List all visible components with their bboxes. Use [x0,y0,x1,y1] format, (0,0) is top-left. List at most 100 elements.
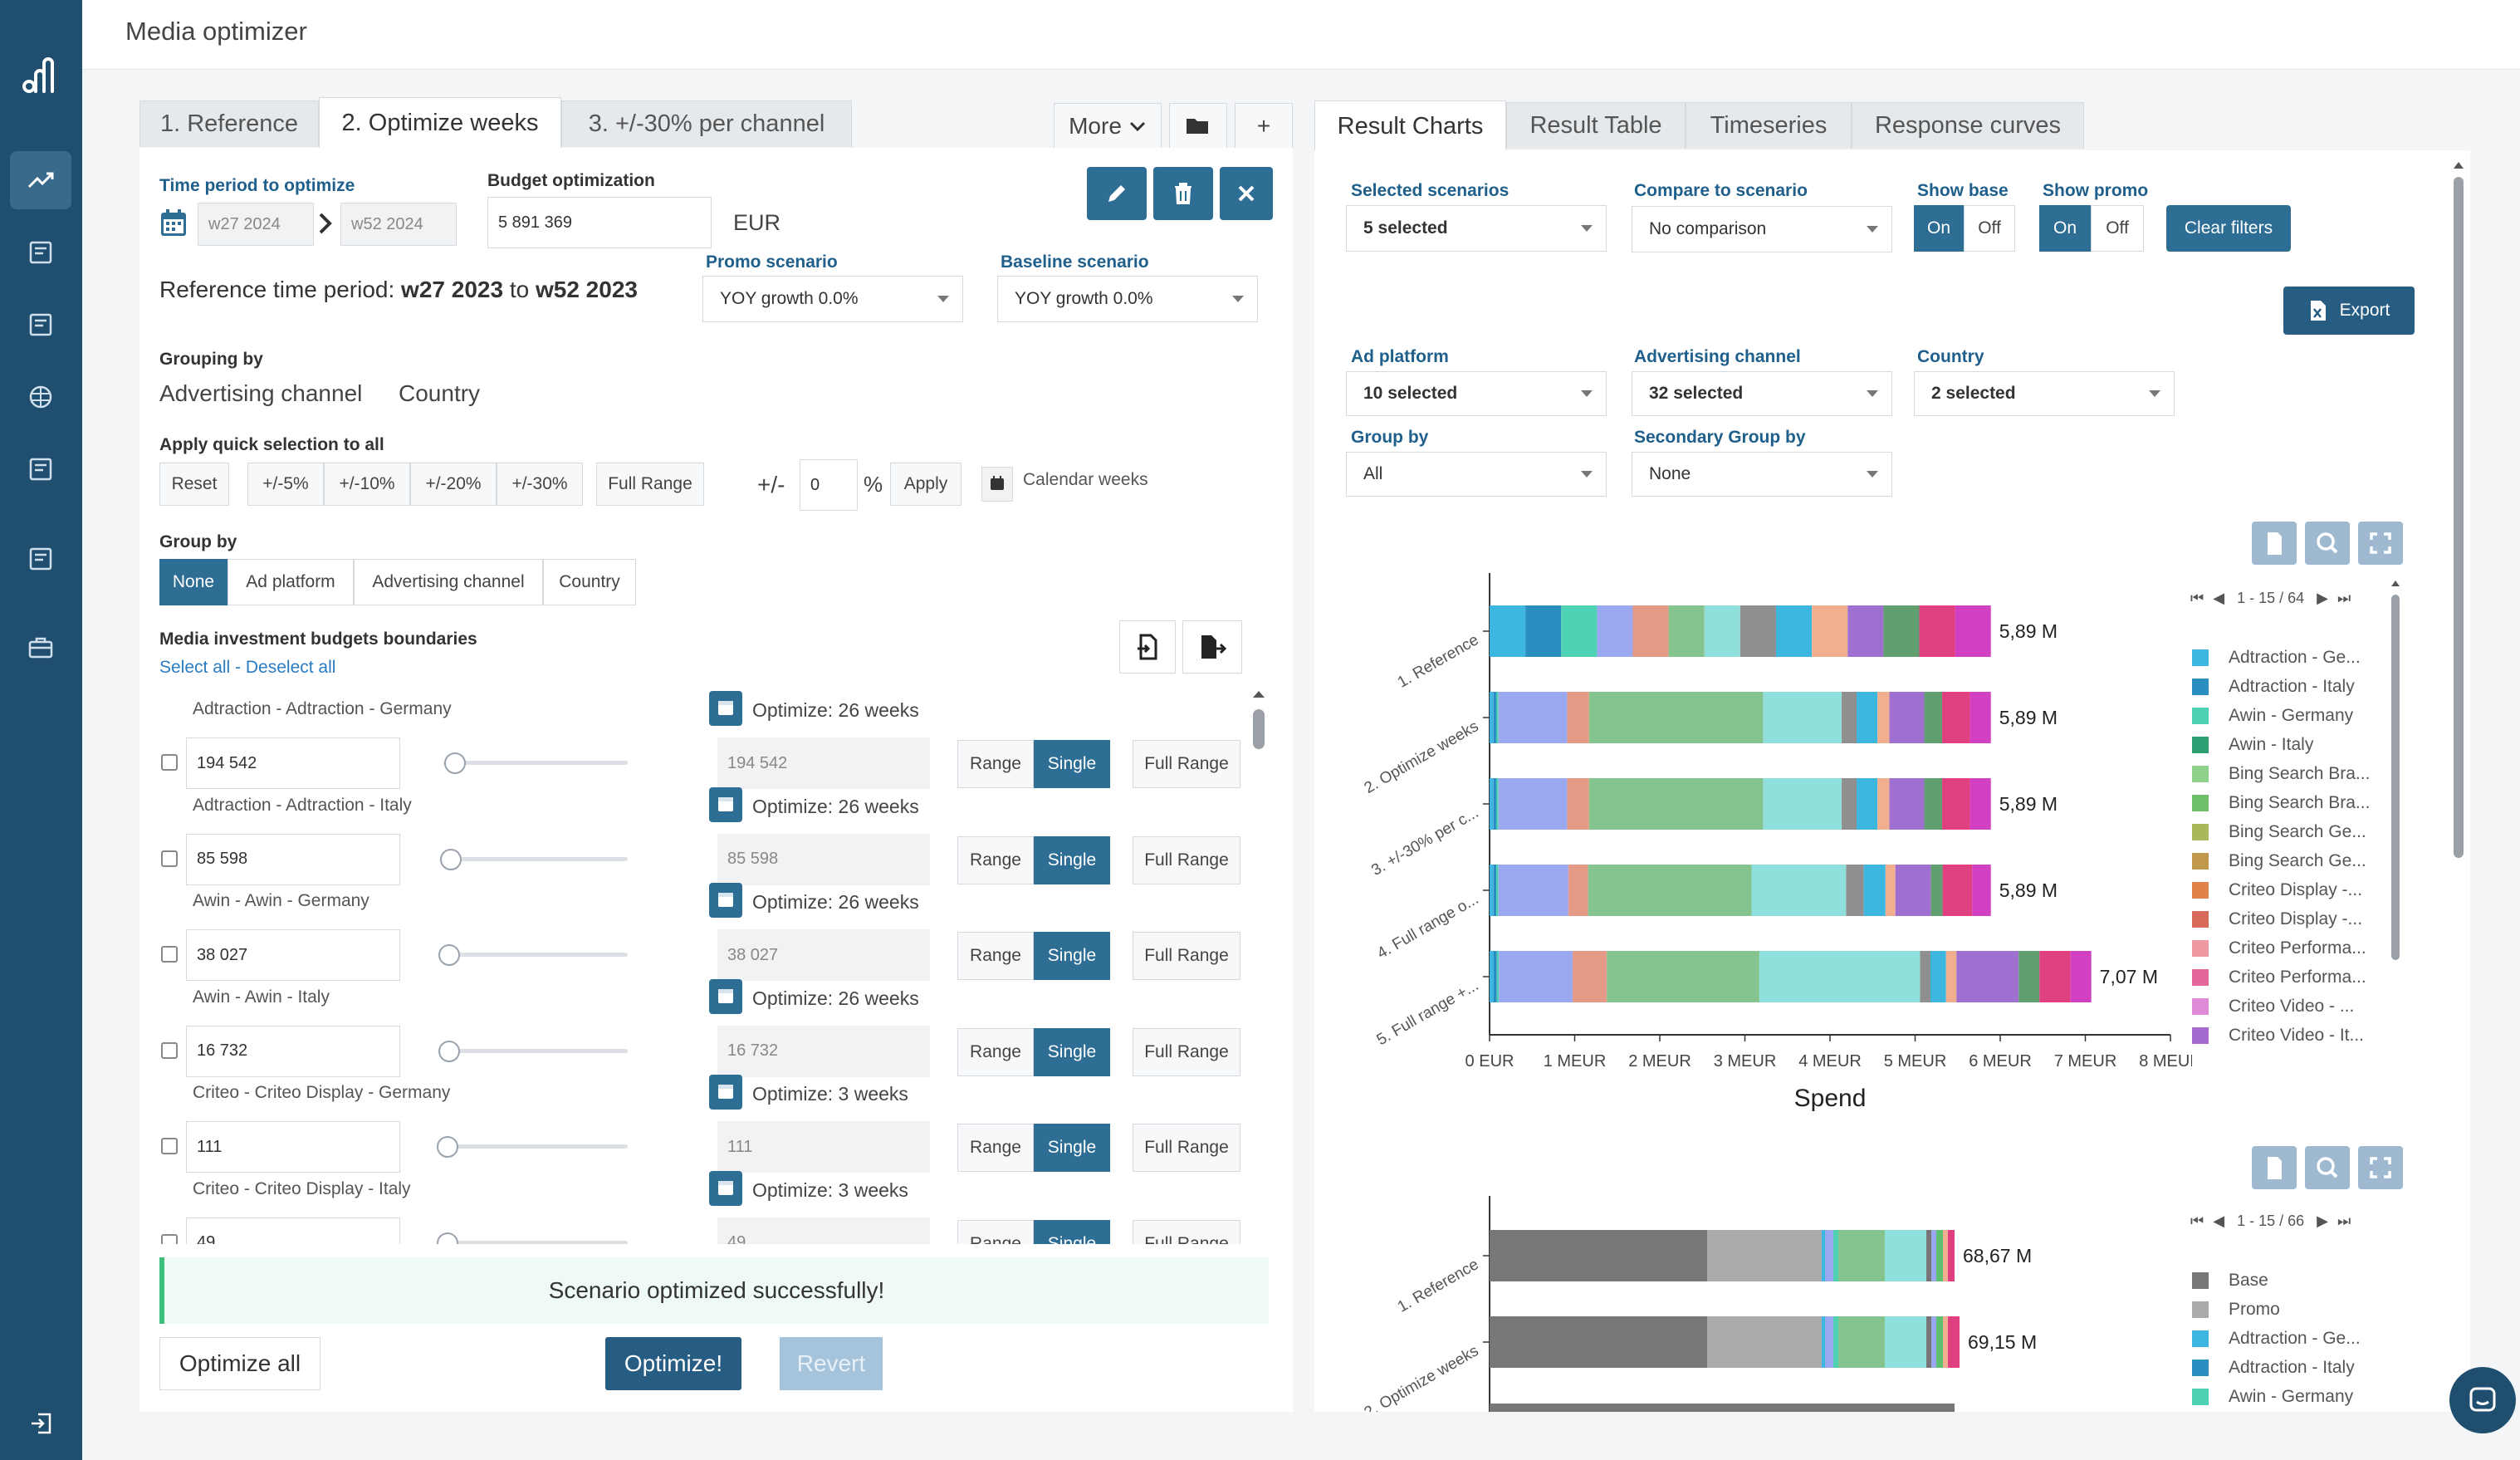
doc-icon[interactable] [10,296,71,354]
legend-item[interactable]: Criteo Video - ... [2192,997,2354,1017]
quick-5-button[interactable]: +/-5% [247,463,324,506]
legend-item[interactable]: Adtraction - Ge... [2192,1329,2361,1349]
close-button[interactable] [1220,167,1273,220]
revert-button[interactable]: Revert [780,1337,883,1390]
legend-item[interactable]: Criteo Video - It... [2192,1026,2364,1046]
legend-item[interactable]: Awin - Germany [2192,1387,2353,1407]
tab-optimize-weeks[interactable]: 2. Optimize weeks [319,97,561,149]
group-by-select[interactable]: All [1346,452,1607,497]
next-page-icon[interactable]: ▶ [2317,590,2328,606]
row-full-range-button[interactable]: Full Range [1133,740,1240,788]
logo-icon[interactable] [10,46,71,104]
delete-button[interactable] [1153,167,1213,220]
edit-button[interactable] [1087,167,1147,220]
row-value-input[interactable]: 111 [186,1121,400,1173]
import-button[interactable] [1119,620,1176,674]
tab-timeseries[interactable]: Timeseries [1686,102,1852,149]
row-calendar-button[interactable] [709,691,742,726]
briefcase-icon[interactable] [10,619,71,677]
baseline-select[interactable]: YOY growth 0.0% [997,276,1258,322]
legend-item[interactable]: Base [2192,1271,2268,1291]
ad-platform-select[interactable]: 10 selected [1346,371,1607,416]
row-value-input[interactable]: 85 598 [186,833,400,885]
prev-page-icon[interactable]: ◀ [2213,590,2225,606]
more-button[interactable]: More [1054,103,1162,149]
row-range-button[interactable]: Range [957,1124,1034,1172]
row-single-button[interactable]: Single [1034,1124,1110,1172]
row-value-input[interactable]: 38 027 [186,929,400,981]
legend-item[interactable]: Bing Search Ge... [2192,851,2366,871]
groupby-country-button[interactable]: Country [543,559,636,605]
quick-10-button[interactable]: +/-10% [324,463,410,506]
row-single-button[interactable]: Single [1034,740,1110,788]
legend-item[interactable]: Adtraction - Italy [2192,1358,2355,1378]
row-full-range-button[interactable]: Full Range [1133,835,1240,884]
row-slider-knob[interactable] [438,1040,461,1062]
row-range-button[interactable]: Range [957,932,1034,980]
compare-select[interactable]: No comparison [1632,206,1892,252]
groupby-ad-platform-button[interactable]: Ad platform [228,559,354,605]
period-from-input[interactable]: w27 2024 [198,203,314,246]
row-slider-knob[interactable] [438,944,461,966]
quick-30-button[interactable]: +/-30% [497,463,583,506]
row-slider-knob[interactable] [437,1232,458,1244]
row-calendar-button[interactable] [709,786,742,822]
legend-item[interactable]: Adtraction - Ge... [2192,648,2361,668]
last-page-icon[interactable]: ⏭ [2337,1213,2351,1229]
show-base-off[interactable]: Off [1964,205,2015,252]
channel-select[interactable]: 32 selected [1632,371,1892,416]
legend-item[interactable]: Criteo Performa... [2192,938,2366,958]
row-slider-track[interactable] [443,1240,628,1244]
tab-response-curves[interactable]: Response curves [1852,102,2084,149]
row-slider-knob[interactable] [443,752,466,774]
tab-result-charts[interactable]: Result Charts [1314,100,1506,152]
panel-scrollbar[interactable] [2450,155,2467,1401]
row-checkbox[interactable] [161,754,178,771]
legend-item[interactable]: Awin - Germany [2192,706,2353,726]
row-full-range-button[interactable]: Full Range [1133,1027,1240,1076]
prev-page-icon[interactable]: ◀ [2213,1213,2225,1229]
chat-button[interactable] [2449,1367,2516,1433]
row-full-range-button[interactable]: Full Range [1133,1219,1240,1244]
row-calendar-button[interactable] [709,978,742,1014]
brain-icon[interactable] [10,368,71,426]
row-checkbox[interactable] [161,1041,178,1059]
tab-reference[interactable]: 1. Reference [139,100,319,147]
legend-item[interactable]: Promo [2192,1300,2280,1320]
groupby-channel-button[interactable]: Advertising channel [354,559,543,605]
last-page-icon[interactable]: ⏭ [2337,590,2351,606]
row-slider-track[interactable] [443,761,628,765]
row-slider-track[interactable] [443,1048,628,1053]
legend-item[interactable]: Awin - Italy [2192,735,2313,755]
logout-icon[interactable] [10,1394,71,1453]
percent-input[interactable]: 0 [800,459,858,511]
chart-fullscreen-button[interactable] [2358,1146,2403,1189]
doc-icon[interactable] [10,530,71,588]
legend-item[interactable]: Bing Search Bra... [2192,764,2370,784]
row-checkbox[interactable] [161,1233,178,1244]
row-slider-track[interactable] [443,856,628,861]
trend-icon[interactable] [10,151,71,209]
doc-icon[interactable] [10,440,71,498]
optimize-all-button[interactable]: Optimize all [159,1337,321,1390]
legend-item[interactable]: Criteo Display -... [2192,909,2362,929]
row-calendar-button[interactable] [709,1075,742,1110]
tab-result-table[interactable]: Result Table [1506,102,1686,149]
export-file-button[interactable] [1182,620,1242,674]
row-single-button[interactable]: Single [1034,835,1110,884]
export-button[interactable]: Export [2283,287,2415,335]
secondary-group-select[interactable]: None [1632,452,1892,497]
legend-item[interactable]: Criteo Display -... [2192,880,2362,900]
row-calendar-button[interactable] [709,883,742,918]
legend-item[interactable]: Bing Search Bra... [2192,793,2370,813]
tab-per-channel[interactable]: 3. +/-30% per channel [561,100,852,147]
reset-button[interactable]: Reset [159,463,229,506]
row-single-button[interactable]: Single [1034,932,1110,980]
scroll-thumb[interactable] [1253,709,1265,749]
country-select[interactable]: 2 selected [1914,371,2175,416]
first-page-icon[interactable]: ⏮ [2190,590,2204,606]
legend-item[interactable]: Criteo Performa... [2192,968,2366,987]
list-scrollbar[interactable] [1250,686,1268,1244]
row-single-button[interactable]: Single [1034,1027,1110,1076]
row-slider-knob[interactable] [437,1136,458,1158]
